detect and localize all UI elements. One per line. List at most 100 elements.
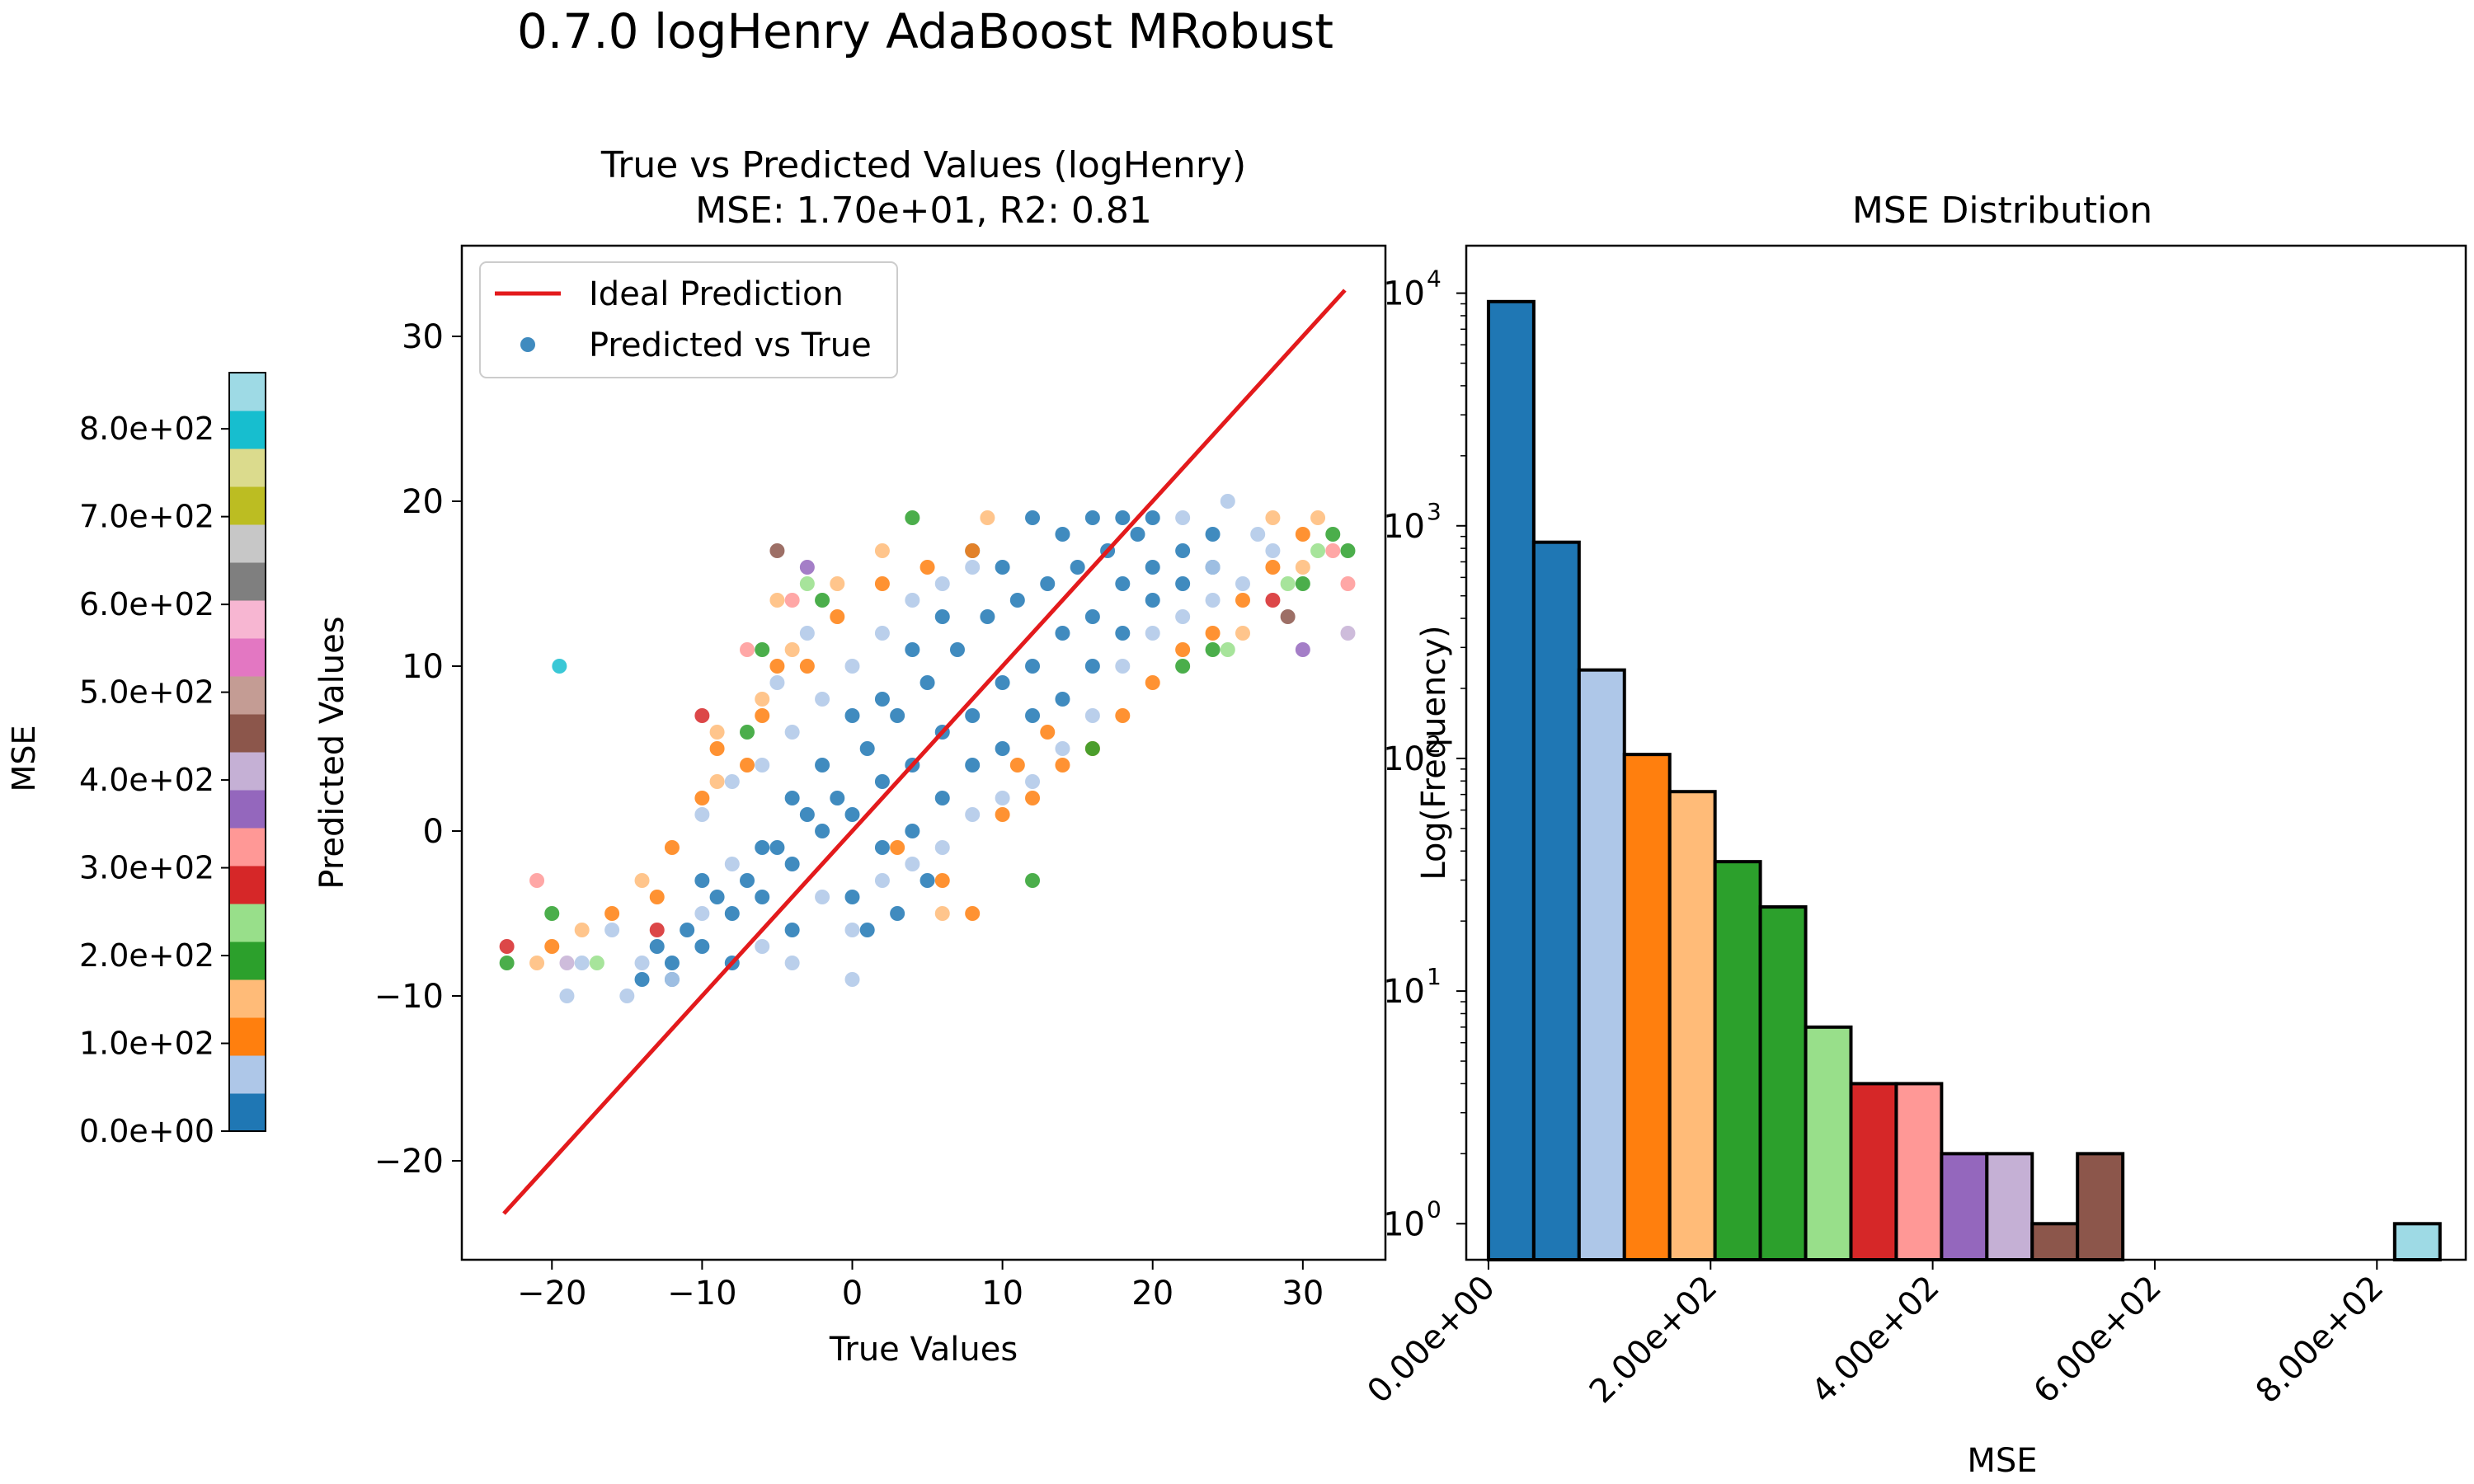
- scatter-point: [1055, 758, 1070, 773]
- hist-bar: [1667, 790, 1717, 1261]
- scatter-point: [1025, 708, 1041, 723]
- colorbar-segment: [229, 904, 266, 942]
- scatter-point: [784, 642, 800, 657]
- mse-colorbar: 0.0e+00 1.0e+02 2.0e+02 3.0e+02 4.0e+02 5.0e+…: [79, 372, 266, 1149]
- scatter-point: [709, 774, 725, 789]
- scatter-point: [1205, 626, 1221, 641]
- hist-y-tick-label: 10: [1383, 275, 1425, 313]
- scatter-point: [1310, 543, 1326, 558]
- scatter-point: [634, 873, 650, 888]
- scatter-point: [1025, 791, 1041, 805]
- colorbar-frame: [228, 372, 266, 1132]
- colorbar-tick-label: 0.0e+00: [79, 1113, 214, 1149]
- scatter-point: [740, 873, 755, 888]
- scatter-point: [1265, 543, 1281, 558]
- scatter-legend: Ideal Prediction Predicted vs True: [479, 261, 898, 378]
- scatter-point: [920, 675, 935, 690]
- scatter-y-ticks: −20 −10 0 10 20 30: [374, 318, 462, 1181]
- hist-bar: [1894, 1082, 1944, 1262]
- scatter-point: [1175, 576, 1191, 591]
- hist-bar: [2392, 1222, 2442, 1261]
- scatter-point: [830, 609, 845, 624]
- scatter-point: [649, 939, 665, 954]
- scatter-point: [799, 807, 815, 822]
- scatter-point: [815, 758, 830, 773]
- colorbar-tick-label: 6.0e+02: [79, 586, 214, 622]
- scatter-point: [1040, 725, 1056, 740]
- legend-entry-points: Predicted vs True: [589, 326, 872, 364]
- scatter-point: [815, 824, 830, 838]
- scatter-point: [755, 840, 770, 855]
- hist-bar: [1486, 299, 1536, 1262]
- hist-y-tick-exponent: 2: [1427, 730, 1442, 758]
- scatter-point: [1175, 543, 1191, 558]
- colorbar-segment: [229, 942, 266, 980]
- scatter-point: [905, 824, 920, 838]
- colorbar-segment: [229, 486, 266, 525]
- scatter-point: [1025, 510, 1041, 525]
- scatter-point: [965, 906, 981, 921]
- scatter-point: [965, 560, 981, 575]
- scatter-point: [769, 659, 785, 674]
- scatter-point: [1115, 576, 1131, 591]
- scatter-point: [680, 923, 695, 937]
- scatter-point: [815, 692, 830, 707]
- colorbar-segment: [229, 638, 266, 677]
- scatter-point: [784, 857, 800, 871]
- scatter-point: [1084, 510, 1100, 525]
- scatter-point: [755, 890, 770, 904]
- scatter-point: [755, 692, 770, 707]
- scatter-point: [784, 791, 800, 805]
- scatter-x-tick-label: 30: [1282, 1275, 1324, 1313]
- scatter-y-tick-label: 30: [402, 318, 444, 356]
- hist-x-label: MSE: [1967, 1442, 2037, 1480]
- hist-bar: [1531, 540, 1581, 1261]
- hist-y-tick-label: 10: [1383, 1205, 1425, 1243]
- scatter-point: [1040, 576, 1056, 591]
- scatter-point: [1205, 593, 1221, 608]
- colorbar-segment: [229, 714, 266, 753]
- colorbar-segment: [229, 373, 266, 411]
- scatter-point: [1325, 543, 1341, 558]
- scatter-point: [740, 642, 755, 657]
- colorbar-segment: [229, 752, 266, 791]
- hist-y-tick-label: 10: [1383, 508, 1425, 546]
- scatter-point: [649, 890, 665, 904]
- scatter-point: [1340, 543, 1356, 558]
- scatter-point: [755, 758, 770, 773]
- scatter-point: [694, 939, 710, 954]
- hist-y-tick-exponent: 0: [1427, 1195, 1442, 1223]
- scatter-point: [1235, 626, 1250, 641]
- scatter-point: [1340, 576, 1356, 591]
- hist-bar: [1985, 1152, 2034, 1262]
- colorbar-segment: [229, 1017, 266, 1056]
- colorbar-label: MSE: [6, 726, 42, 792]
- hist-bar: [1849, 1082, 1898, 1262]
- scatter-point: [499, 939, 515, 954]
- scatter-point: [1009, 593, 1025, 608]
- scatter-point: [859, 741, 875, 756]
- colorbar-segment: [229, 562, 266, 601]
- scatter-point: [1055, 692, 1070, 707]
- colorbar-tick-label: 8.0e+02: [79, 411, 214, 447]
- scatter-point: [1025, 873, 1041, 888]
- scatter-point: [529, 956, 545, 970]
- scatter-point: [694, 873, 710, 888]
- scatter-point: [874, 692, 890, 707]
- scatter-point: [949, 642, 965, 657]
- scatter-point: [769, 675, 785, 690]
- scatter-point: [529, 873, 545, 888]
- hist-x-tick-label: 2.00e+02: [1583, 1269, 1725, 1411]
- scatter-point: [844, 708, 860, 723]
- scatter-point: [830, 576, 845, 591]
- scatter-point: [815, 890, 830, 904]
- scatter-point: [1205, 642, 1221, 657]
- colorbar-tick-label: 3.0e+02: [79, 850, 214, 886]
- scatter-point: [799, 576, 815, 591]
- scatter-point: [1175, 659, 1191, 674]
- hist-frame: [1465, 244, 2467, 1261]
- colorbar-segment: [229, 1093, 266, 1132]
- colorbar-segment: [229, 866, 266, 904]
